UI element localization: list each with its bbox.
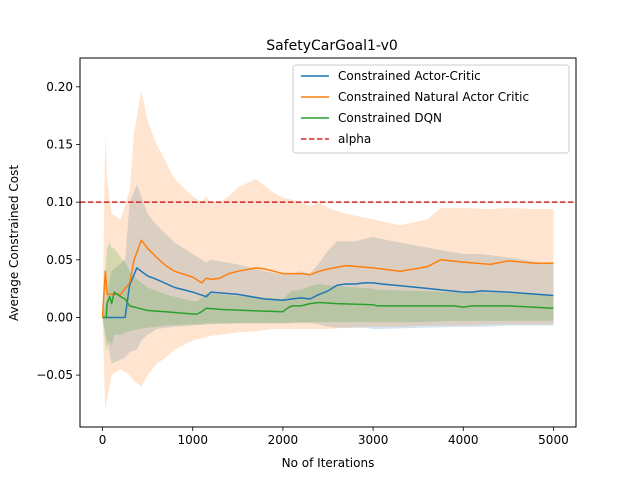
y-axis-label: Average Constrained Cost [7,165,21,321]
legend-frame [292,64,570,154]
x-tick-label: 5000 [538,433,569,447]
band-series-2 [102,90,554,410]
line-series-1 [102,267,554,319]
y-tick-label: 0.10 [46,195,73,209]
x-tick-label: 1000 [177,433,208,447]
x-axis-ticks: 0 1000 2000 3000 4000 5000 [99,427,569,447]
y-tick-label: 0.00 [46,310,73,324]
legend-entry-label: Constrained Natural Actor Critic [338,90,529,104]
plot-frame [79,57,577,428]
line-series-2 [101,239,554,318]
line-series-3 [102,291,554,319]
legend-entry-label: Constrained DQN [338,111,442,125]
y-tick-label: 0.15 [46,137,73,151]
band-series-1 [102,184,554,364]
x-axis-label: No of Iterations [282,456,375,470]
y-tick-label: −0.05 [36,368,73,382]
series-lines [101,239,554,319]
legend-entry-label: Constrained Actor-Critic [338,69,481,83]
legend-entry-label: alpha [338,132,371,146]
y-tick-label: 0.05 [46,253,73,267]
x-tick-label: 0 [99,433,107,447]
chart-title: SafetyCarGoal1-v0 [266,38,398,54]
confidence-bands [102,90,554,410]
x-tick-label: 3000 [358,433,389,447]
y-axis-ticks: −0.05 0.00 0.05 0.10 0.15 0.20 [36,80,80,382]
x-tick-label: 2000 [268,433,299,447]
y-tick-label: 0.20 [46,80,73,94]
legend: Constrained Actor-Critic Constrained Natu… [292,64,570,154]
band-series-3 [102,242,554,352]
x-tick-label: 4000 [448,433,479,447]
